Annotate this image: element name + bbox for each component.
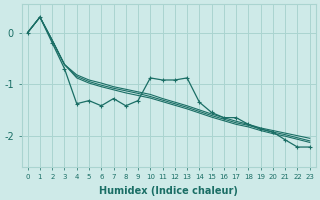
- X-axis label: Humidex (Indice chaleur): Humidex (Indice chaleur): [99, 186, 238, 196]
